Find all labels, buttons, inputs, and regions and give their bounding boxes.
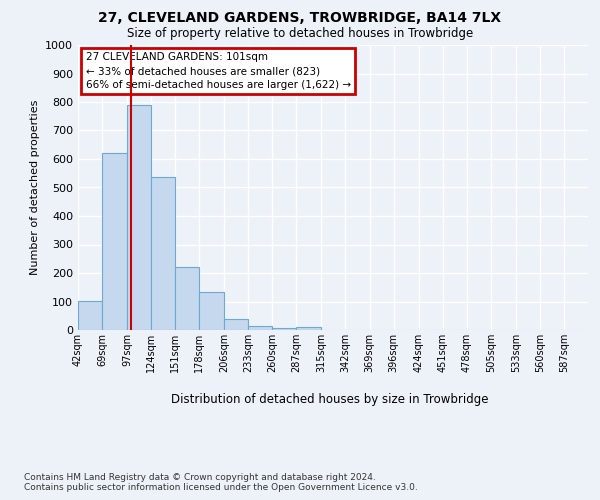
Bar [127,105,151,330]
Text: Distribution of detached houses by size in Trowbridge: Distribution of detached houses by size … [171,392,489,406]
Bar [272,328,296,330]
Bar [78,300,102,330]
Bar [151,176,175,330]
Bar [199,292,224,330]
Bar [296,326,322,330]
Text: Contains HM Land Registry data © Crown copyright and database right 2024.
Contai: Contains HM Land Registry data © Crown c… [24,472,418,492]
Text: 27, CLEVELAND GARDENS, TROWBRIDGE, BA14 7LX: 27, CLEVELAND GARDENS, TROWBRIDGE, BA14 … [98,11,502,25]
Bar [175,266,199,330]
Bar [224,318,248,330]
Text: 27 CLEVELAND GARDENS: 101sqm
← 33% of detached houses are smaller (823)
66% of s: 27 CLEVELAND GARDENS: 101sqm ← 33% of de… [86,52,351,90]
Y-axis label: Number of detached properties: Number of detached properties [29,100,40,275]
Bar [102,152,127,330]
Text: Size of property relative to detached houses in Trowbridge: Size of property relative to detached ho… [127,27,473,40]
Bar [248,326,272,330]
